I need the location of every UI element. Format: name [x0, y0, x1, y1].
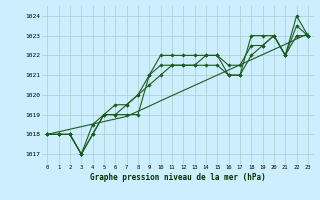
- X-axis label: Graphe pression niveau de la mer (hPa): Graphe pression niveau de la mer (hPa): [90, 173, 266, 182]
